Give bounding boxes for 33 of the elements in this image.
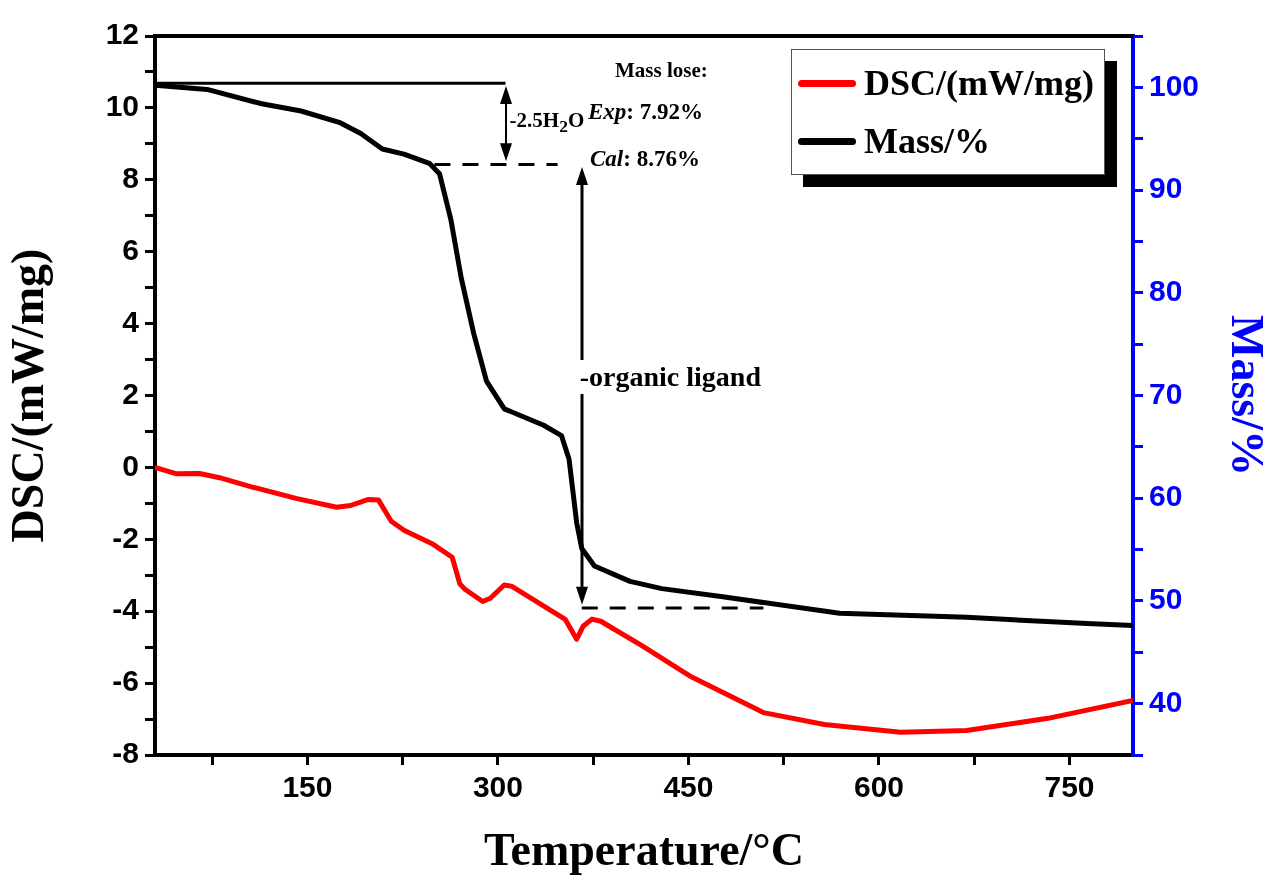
annotation: Exp: 7.92%	[588, 99, 704, 124]
y2-tick-label: 60	[1149, 479, 1183, 513]
y-tick-label: 2	[122, 376, 139, 410]
y2-tick-label: 50	[1149, 582, 1183, 616]
y2-tick-label: 70	[1149, 376, 1183, 410]
annotation: Mass lose:	[615, 58, 708, 82]
x-tick-label: 600	[853, 770, 905, 804]
x-tick-label: 750	[1044, 770, 1095, 804]
y-tick-label: -2	[112, 520, 139, 554]
x-tick-label: 300	[472, 770, 523, 804]
y-tick-label: 0	[122, 448, 139, 482]
y2-tick-label: 40	[1149, 684, 1183, 718]
annotation: Cal: 8.76%	[590, 146, 700, 171]
y2-tick-label: 80	[1149, 274, 1183, 308]
y-tick-label: 6	[122, 232, 139, 266]
annotation: -organic ligand	[579, 360, 761, 394]
y-axis-title: DSC/(mW/mg)	[2, 248, 54, 543]
y2-tick-label: 100	[1149, 68, 1200, 102]
y-tick-label: 12	[105, 17, 139, 51]
y-tick-label: 8	[122, 161, 139, 195]
legend-label: DSC/(mW/mg)	[864, 62, 1094, 104]
y-tick-label: -4	[112, 592, 140, 626]
x-axis-title: Temperature/°C	[484, 824, 804, 876]
y-tick-label: 4	[122, 304, 140, 338]
y-tick-label: -8	[112, 736, 139, 770]
x-tick-label: 150	[282, 770, 333, 804]
x-tick-label: 450	[663, 770, 714, 804]
y2-axis-title: Mass/%	[1221, 315, 1273, 476]
y2-tick-label: 90	[1149, 171, 1183, 205]
y-tick-label: 10	[105, 89, 139, 123]
annotation: -2.5H$_{2}$O	[509, 107, 585, 136]
legend-label: Mass/%	[864, 120, 991, 162]
y-tick-label: -6	[112, 664, 139, 698]
